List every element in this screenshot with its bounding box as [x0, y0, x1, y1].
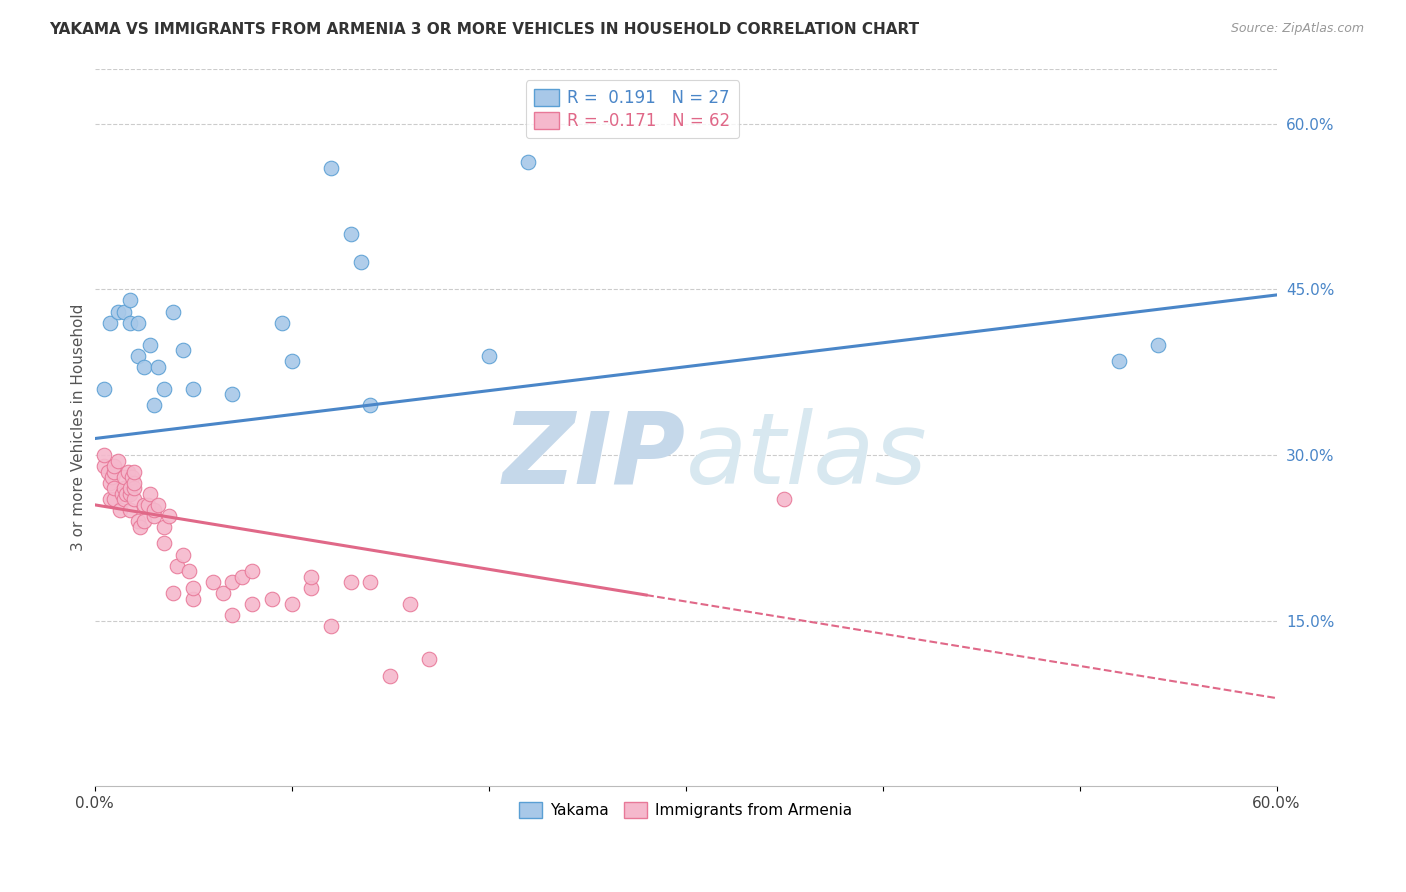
- Text: ZIP: ZIP: [502, 408, 686, 505]
- Point: [152, 520, 174, 534]
- Point: [299, 581, 322, 595]
- Point: [122, 481, 145, 495]
- Point: [359, 575, 381, 590]
- Point: [142, 398, 165, 412]
- Point: [162, 304, 184, 318]
- Point: [773, 492, 796, 507]
- Point: [117, 465, 139, 479]
- Point: [97, 465, 120, 479]
- Text: atlas: atlas: [686, 408, 927, 505]
- Point: [211, 586, 233, 600]
- Point: [201, 575, 224, 590]
- Point: [132, 359, 155, 374]
- Point: [118, 481, 141, 495]
- Point: [142, 508, 165, 523]
- Point: [127, 515, 149, 529]
- Point: [159, 508, 181, 523]
- Point: [339, 227, 361, 242]
- Point: [378, 669, 401, 683]
- Point: [112, 470, 135, 484]
- Point: [103, 492, 125, 507]
- Point: [132, 515, 155, 529]
- Point: [93, 448, 115, 462]
- Point: [240, 564, 263, 578]
- Point: [280, 597, 302, 611]
- Text: Source: ZipAtlas.com: Source: ZipAtlas.com: [1230, 22, 1364, 36]
- Point: [122, 465, 145, 479]
- Point: [319, 161, 342, 175]
- Point: [240, 597, 263, 611]
- Point: [270, 316, 292, 330]
- Point: [181, 382, 204, 396]
- Point: [162, 586, 184, 600]
- Point: [138, 337, 160, 351]
- Point: [112, 304, 135, 318]
- Point: [103, 481, 125, 495]
- Point: [418, 652, 440, 666]
- Point: [280, 354, 302, 368]
- Point: [107, 453, 129, 467]
- Point: [477, 349, 499, 363]
- Point: [112, 492, 135, 507]
- Point: [172, 343, 194, 358]
- Point: [118, 503, 141, 517]
- Point: [221, 575, 243, 590]
- Point: [152, 382, 174, 396]
- Point: [112, 481, 135, 495]
- Point: [166, 558, 188, 573]
- Point: [181, 591, 204, 606]
- Point: [319, 619, 342, 633]
- Point: [128, 520, 150, 534]
- Point: [118, 293, 141, 308]
- Point: [132, 498, 155, 512]
- Point: [93, 382, 115, 396]
- Point: [138, 487, 160, 501]
- Point: [299, 569, 322, 583]
- Point: [101, 470, 124, 484]
- Point: [107, 304, 129, 318]
- Point: [108, 503, 131, 517]
- Point: [111, 487, 134, 501]
- Point: [93, 459, 115, 474]
- Point: [221, 387, 243, 401]
- Point: [121, 470, 143, 484]
- Point: [118, 487, 141, 501]
- Point: [146, 498, 169, 512]
- Point: [398, 597, 420, 611]
- Point: [103, 465, 125, 479]
- Point: [146, 359, 169, 374]
- Point: [172, 548, 194, 562]
- Point: [127, 349, 149, 363]
- Point: [1147, 337, 1170, 351]
- Point: [98, 492, 121, 507]
- Point: [142, 503, 165, 517]
- Point: [231, 569, 253, 583]
- Point: [349, 255, 371, 269]
- Point: [152, 536, 174, 550]
- Point: [122, 492, 145, 507]
- Point: [127, 316, 149, 330]
- Point: [122, 475, 145, 490]
- Legend: Yakama, Immigrants from Armenia: Yakama, Immigrants from Armenia: [512, 794, 859, 825]
- Point: [115, 487, 138, 501]
- Y-axis label: 3 or more Vehicles in Household: 3 or more Vehicles in Household: [72, 304, 86, 551]
- Point: [98, 316, 121, 330]
- Point: [98, 475, 121, 490]
- Point: [517, 155, 540, 169]
- Point: [179, 564, 201, 578]
- Point: [359, 398, 381, 412]
- Point: [339, 575, 361, 590]
- Point: [221, 608, 243, 623]
- Point: [260, 591, 283, 606]
- Point: [118, 316, 141, 330]
- Text: YAKAMA VS IMMIGRANTS FROM ARMENIA 3 OR MORE VEHICLES IN HOUSEHOLD CORRELATION CH: YAKAMA VS IMMIGRANTS FROM ARMENIA 3 OR M…: [49, 22, 920, 37]
- Point: [103, 459, 125, 474]
- Point: [136, 498, 159, 512]
- Point: [1108, 354, 1130, 368]
- Point: [181, 581, 204, 595]
